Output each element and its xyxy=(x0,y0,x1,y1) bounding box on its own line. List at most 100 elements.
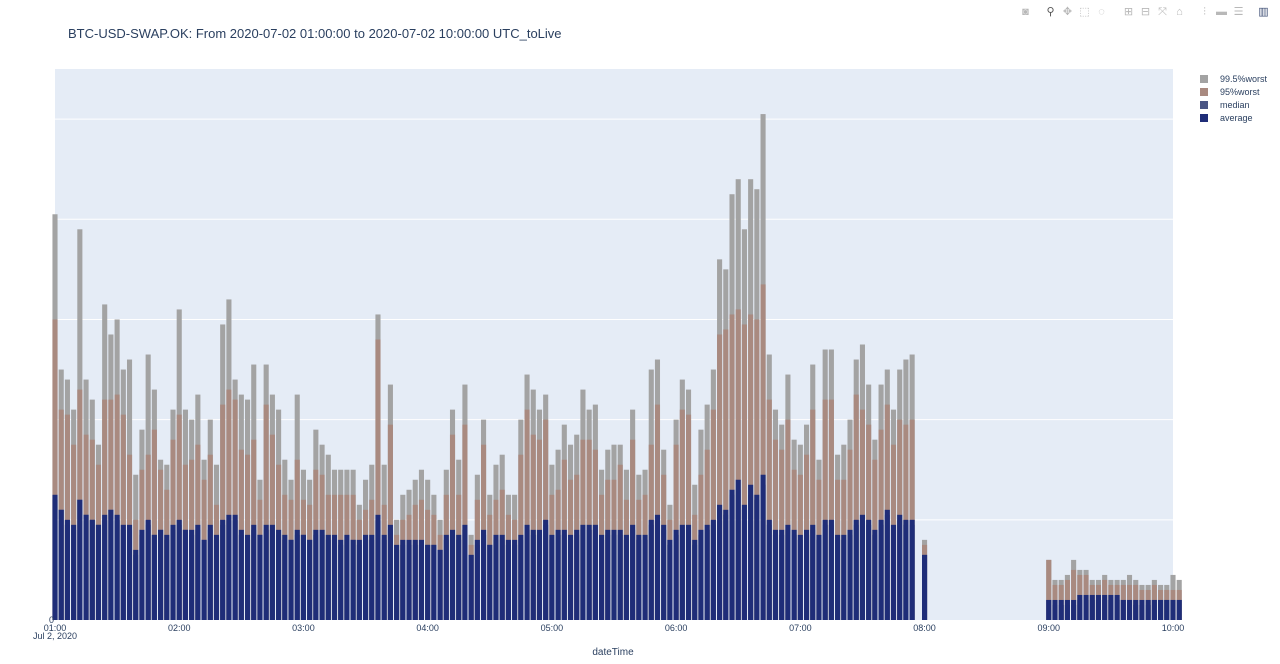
zoom-out-icon[interactable]: ⊟ xyxy=(1140,6,1151,18)
bar-p95[interactable] xyxy=(729,314,735,620)
bar-average[interactable] xyxy=(1077,594,1083,620)
bar-average[interactable] xyxy=(288,539,294,620)
plotly-logo-icon[interactable]: ▥ xyxy=(1258,6,1269,18)
bar-average[interactable] xyxy=(605,529,611,620)
bar-average[interactable] xyxy=(151,534,157,620)
home-icon[interactable]: ⌂ xyxy=(1176,6,1183,18)
bar-p95[interactable] xyxy=(114,394,120,620)
bar-average[interactable] xyxy=(922,554,928,620)
bar-average[interactable] xyxy=(803,529,810,620)
bar-average[interactable] xyxy=(692,539,698,620)
bar-p95[interactable] xyxy=(226,389,232,620)
bar-average[interactable] xyxy=(1071,599,1077,620)
bar-average[interactable] xyxy=(462,524,468,620)
bar-p95[interactable] xyxy=(741,324,747,620)
bar-p95[interactable] xyxy=(102,399,108,620)
bar-p95[interactable] xyxy=(654,404,661,620)
bar-p95[interactable] xyxy=(710,409,716,620)
bar-average[interactable] xyxy=(872,529,878,620)
bar-average[interactable] xyxy=(387,524,393,620)
bar-average[interactable] xyxy=(1176,599,1182,620)
bar-p95[interactable] xyxy=(64,414,70,620)
bar-average[interactable] xyxy=(114,514,120,620)
bar-p95[interactable] xyxy=(685,414,692,620)
bar-average[interactable] xyxy=(431,544,437,620)
bar-average[interactable] xyxy=(561,529,567,620)
bar-average[interactable] xyxy=(630,524,636,620)
bar-average[interactable] xyxy=(64,519,70,620)
bar-average[interactable] xyxy=(772,529,779,620)
bar-average[interactable] xyxy=(344,534,350,620)
bar-average[interactable] xyxy=(1046,599,1052,620)
bar-average[interactable] xyxy=(77,499,83,620)
bar-average[interactable] xyxy=(760,474,766,620)
bar-average[interactable] xyxy=(313,529,319,620)
bar-average[interactable] xyxy=(785,524,791,620)
bar-average[interactable] xyxy=(1089,594,1095,620)
bar-average[interactable] xyxy=(592,524,598,620)
bar-average[interactable] xyxy=(679,524,685,620)
bar-average[interactable] xyxy=(791,529,797,620)
bar-average[interactable] xyxy=(723,509,729,620)
bar-average[interactable] xyxy=(71,524,77,620)
bar-p95[interactable] xyxy=(748,314,754,620)
bar-average[interactable] xyxy=(83,514,89,620)
bar-average[interactable] xyxy=(182,529,188,620)
bar-p95[interactable] xyxy=(754,319,760,620)
bar-average[interactable] xyxy=(890,524,897,620)
bar-average[interactable] xyxy=(673,529,679,620)
hover-compare-icon[interactable]: ☰ xyxy=(1233,6,1244,18)
bar-p95[interactable] xyxy=(1046,559,1052,620)
bar-average[interactable] xyxy=(779,529,785,620)
bar-p95[interactable] xyxy=(828,399,834,620)
bar-average[interactable] xyxy=(139,529,145,620)
bar-average[interactable] xyxy=(878,519,884,620)
bar-p95[interactable] xyxy=(853,394,859,620)
bar-average[interactable] xyxy=(443,534,449,620)
bar-average[interactable] xyxy=(487,544,493,620)
bar-average[interactable] xyxy=(363,534,369,620)
camera-icon[interactable]: ◙ xyxy=(1022,6,1029,18)
bar-average[interactable] xyxy=(102,514,108,620)
bar-average[interactable] xyxy=(133,549,139,620)
bar-average[interactable] xyxy=(1126,599,1133,620)
bar-p95[interactable] xyxy=(151,429,157,620)
bar-average[interactable] xyxy=(244,534,251,620)
bar-average[interactable] xyxy=(238,529,244,620)
bar-average[interactable] xyxy=(636,534,642,620)
bar-p95[interactable] xyxy=(176,414,182,620)
legend-item-average[interactable]: average xyxy=(1200,111,1267,124)
bar-average[interactable] xyxy=(412,539,418,620)
bar-average[interactable] xyxy=(381,534,387,620)
bar-average[interactable] xyxy=(294,529,300,620)
bar-average[interactable] xyxy=(512,539,518,620)
bar-average[interactable] xyxy=(269,524,275,620)
bar-average[interactable] xyxy=(623,534,629,620)
bar-average[interactable] xyxy=(710,519,716,620)
bar-average[interactable] xyxy=(1133,599,1139,620)
bar-average[interactable] xyxy=(841,534,847,620)
bar-average[interactable] xyxy=(263,524,269,620)
bar-average[interactable] xyxy=(499,534,505,620)
bar-average[interactable] xyxy=(835,534,841,620)
bar-average[interactable] xyxy=(909,519,915,620)
bar-average[interactable] xyxy=(170,524,176,620)
bar-p95[interactable] xyxy=(462,424,468,620)
bar-average[interactable] xyxy=(599,534,605,620)
bar-p95[interactable] xyxy=(735,309,741,620)
bar-average[interactable] xyxy=(369,534,375,620)
bar-average[interactable] xyxy=(611,529,617,620)
bar-p95[interactable] xyxy=(120,414,126,620)
bar-average[interactable] xyxy=(567,534,574,620)
bar-average[interactable] xyxy=(822,519,828,620)
bar-average[interactable] xyxy=(276,529,282,620)
zoom-icon[interactable]: ⚲ xyxy=(1046,6,1055,18)
bar-average[interactable] xyxy=(418,539,425,620)
bar-average[interactable] xyxy=(797,534,803,620)
bar-average[interactable] xyxy=(493,534,499,620)
bar-p95[interactable] xyxy=(822,399,828,620)
bar-p95[interactable] xyxy=(785,419,791,620)
bar-average[interactable] xyxy=(859,514,865,620)
bar-average[interactable] xyxy=(449,529,456,620)
bar-average[interactable] xyxy=(518,534,524,620)
